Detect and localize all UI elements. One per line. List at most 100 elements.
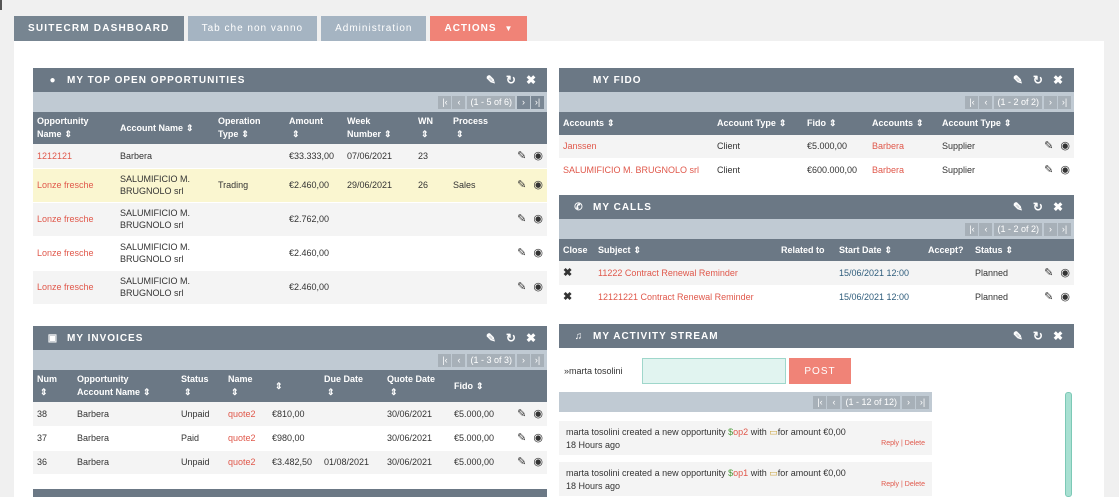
next-page-icon[interactable]: ›	[1044, 95, 1057, 109]
prev-page-icon[interactable]: ‹	[452, 353, 466, 367]
next-page-icon[interactable]: ›	[902, 395, 915, 409]
close-call-icon[interactable]: ✖	[563, 291, 573, 303]
sort-icon[interactable]: ⇕	[1003, 118, 1012, 128]
account-link[interactable]: SALUMIFICIO M. BRUGNOLO srl	[559, 158, 713, 182]
view-eye-icon[interactable]: ◉	[533, 149, 543, 162]
col-quote-date[interactable]: Quote Date ⇕	[383, 370, 450, 402]
refresh-icon[interactable]: ↻	[505, 73, 517, 87]
sort-icon[interactable]: ⇕	[186, 122, 194, 133]
sort-icon[interactable]: ⇕	[633, 244, 642, 255]
col-start-date[interactable]: Start Date ⇕	[835, 239, 924, 261]
edit-icon[interactable]: ✎	[517, 247, 527, 259]
col-process[interactable]: Process ⇕	[449, 112, 501, 144]
sort-icon[interactable]: ⇕	[327, 387, 335, 397]
edit-icon[interactable]: ✎	[1044, 163, 1054, 176]
last-page-icon[interactable]: ›|	[916, 395, 929, 409]
edit-icon[interactable]: ✎	[517, 149, 527, 162]
edit-icon[interactable]: ✎	[517, 179, 527, 191]
account-link[interactable]: Janssen	[559, 135, 713, 159]
refresh-icon[interactable]: ↻	[1032, 73, 1044, 87]
sort-icon[interactable]: ⇕	[64, 129, 73, 139]
quote-link[interactable]: quote2	[224, 450, 268, 475]
col-opportunity-name[interactable]: Opportunity Name ⇕	[33, 112, 116, 144]
view-eye-icon[interactable]: ◉	[533, 179, 543, 191]
col-status[interactable]: Status ⇕	[971, 239, 1025, 261]
entry-user[interactable]: marta tosolini	[566, 427, 620, 437]
edit-icon[interactable]: ✎	[1044, 291, 1054, 303]
edit-icon[interactable]: ✎	[1044, 140, 1054, 153]
edit-icon[interactable]: ✎	[517, 213, 527, 225]
first-page-icon[interactable]: |‹	[813, 395, 827, 409]
col-amount[interactable]: Amount ⇕	[285, 112, 343, 144]
sort-icon[interactable]: ⇕	[390, 387, 398, 397]
col-amount[interactable]: ⇕	[268, 370, 320, 402]
view-eye-icon[interactable]: ◉	[1060, 266, 1070, 279]
tab-suitecrm-dashboard[interactable]: SUITECRM DASHBOARD	[14, 16, 184, 41]
entry-opportunity-link[interactable]: op1	[733, 468, 749, 478]
opportunity-link[interactable]: Lonze fresche	[33, 168, 116, 203]
edit-icon[interactable]: ✎	[1012, 73, 1024, 87]
sort-icon[interactable]: ⇕	[916, 118, 924, 128]
post-button[interactable]: POST	[789, 358, 851, 384]
view-eye-icon[interactable]: ◉	[1060, 291, 1070, 303]
refresh-icon[interactable]: ↻	[1032, 329, 1044, 343]
sort-icon[interactable]: ⇕	[607, 118, 615, 128]
actions-menu-button[interactable]: ACTIONS ▼	[430, 16, 528, 41]
refresh-icon[interactable]: ↻	[505, 331, 517, 345]
close-call-icon[interactable]: ✖	[563, 266, 573, 279]
last-page-icon[interactable]: ›|	[1058, 222, 1071, 236]
edit-icon[interactable]: ✎	[1044, 266, 1054, 279]
edit-icon[interactable]: ✎	[517, 456, 527, 468]
col-due-date[interactable]: Due Date ⇕	[320, 370, 383, 402]
call-subject-link[interactable]: 11222 Contract Renewal Reminder	[594, 261, 777, 286]
quote-link[interactable]: quote2	[224, 402, 268, 427]
view-eye-icon[interactable]: ◉	[533, 432, 543, 444]
close-icon[interactable]: ✖	[1052, 200, 1064, 214]
view-eye-icon[interactable]: ◉	[1060, 163, 1070, 176]
edit-icon[interactable]: ✎	[485, 331, 497, 345]
close-icon[interactable]: ✖	[525, 73, 537, 87]
account-link[interactable]: Barbera	[868, 135, 938, 159]
first-page-icon[interactable]: |‹	[438, 95, 452, 109]
next-page-icon[interactable]: ›	[517, 353, 530, 367]
opportunity-link[interactable]: Lonze fresche	[33, 236, 116, 271]
edit-icon[interactable]: ✎	[517, 407, 527, 420]
sort-icon[interactable]: ⇕	[884, 244, 893, 255]
col-account-type[interactable]: Account Type ⇕	[713, 112, 803, 135]
first-page-icon[interactable]: |‹	[438, 353, 452, 367]
sort-icon[interactable]: ⇕	[292, 129, 300, 139]
reply-delete-links[interactable]: Reply | Delete	[881, 481, 925, 488]
opportunity-link[interactable]: Lonze fresche	[33, 202, 116, 237]
edit-icon[interactable]: ✎	[1012, 200, 1024, 214]
view-eye-icon[interactable]: ◉	[533, 407, 543, 420]
chevron-down-icon[interactable]: »	[564, 366, 570, 376]
col-status[interactable]: Status ⇕	[177, 370, 224, 402]
next-page-icon[interactable]: ›	[1044, 222, 1057, 236]
view-eye-icon[interactable]: ◉	[533, 281, 543, 293]
col-accounts-2[interactable]: Accounts ⇕	[868, 112, 938, 135]
sort-icon[interactable]: ⇕	[275, 380, 283, 391]
last-page-icon[interactable]: ›|	[531, 95, 544, 109]
col-subject[interactable]: Subject ⇕	[594, 239, 777, 261]
next-page-icon[interactable]: ›	[517, 95, 530, 109]
entry-opportunity-link[interactable]: op2	[733, 427, 749, 437]
sort-icon[interactable]: ⇕	[143, 387, 151, 397]
col-account-type-2[interactable]: Account Type ⇕	[938, 112, 1026, 135]
col-operation-type[interactable]: Operation Type ⇕	[214, 112, 285, 144]
last-page-icon[interactable]: ›|	[531, 353, 544, 367]
view-eye-icon[interactable]: ◉	[533, 456, 543, 468]
view-eye-icon[interactable]: ◉	[533, 213, 543, 225]
col-wn[interactable]: WN ⇕	[414, 112, 449, 144]
opportunity-link[interactable]: Lonze fresche	[33, 270, 116, 305]
sort-icon[interactable]: ⇕	[40, 387, 48, 397]
prev-page-icon[interactable]: ‹	[979, 95, 993, 109]
view-eye-icon[interactable]: ◉	[1060, 140, 1070, 153]
prev-page-icon[interactable]: ‹	[827, 395, 841, 409]
view-eye-icon[interactable]: ◉	[533, 247, 543, 259]
col-account-name[interactable]: Account Name ⇕	[116, 112, 214, 144]
sort-icon[interactable]: ⇕	[421, 129, 429, 139]
col-accounts[interactable]: Accounts ⇕	[559, 112, 713, 135]
edit-icon[interactable]: ✎	[517, 432, 527, 444]
sort-icon[interactable]: ⇕	[184, 387, 192, 397]
sort-icon[interactable]: ⇕	[231, 387, 239, 397]
